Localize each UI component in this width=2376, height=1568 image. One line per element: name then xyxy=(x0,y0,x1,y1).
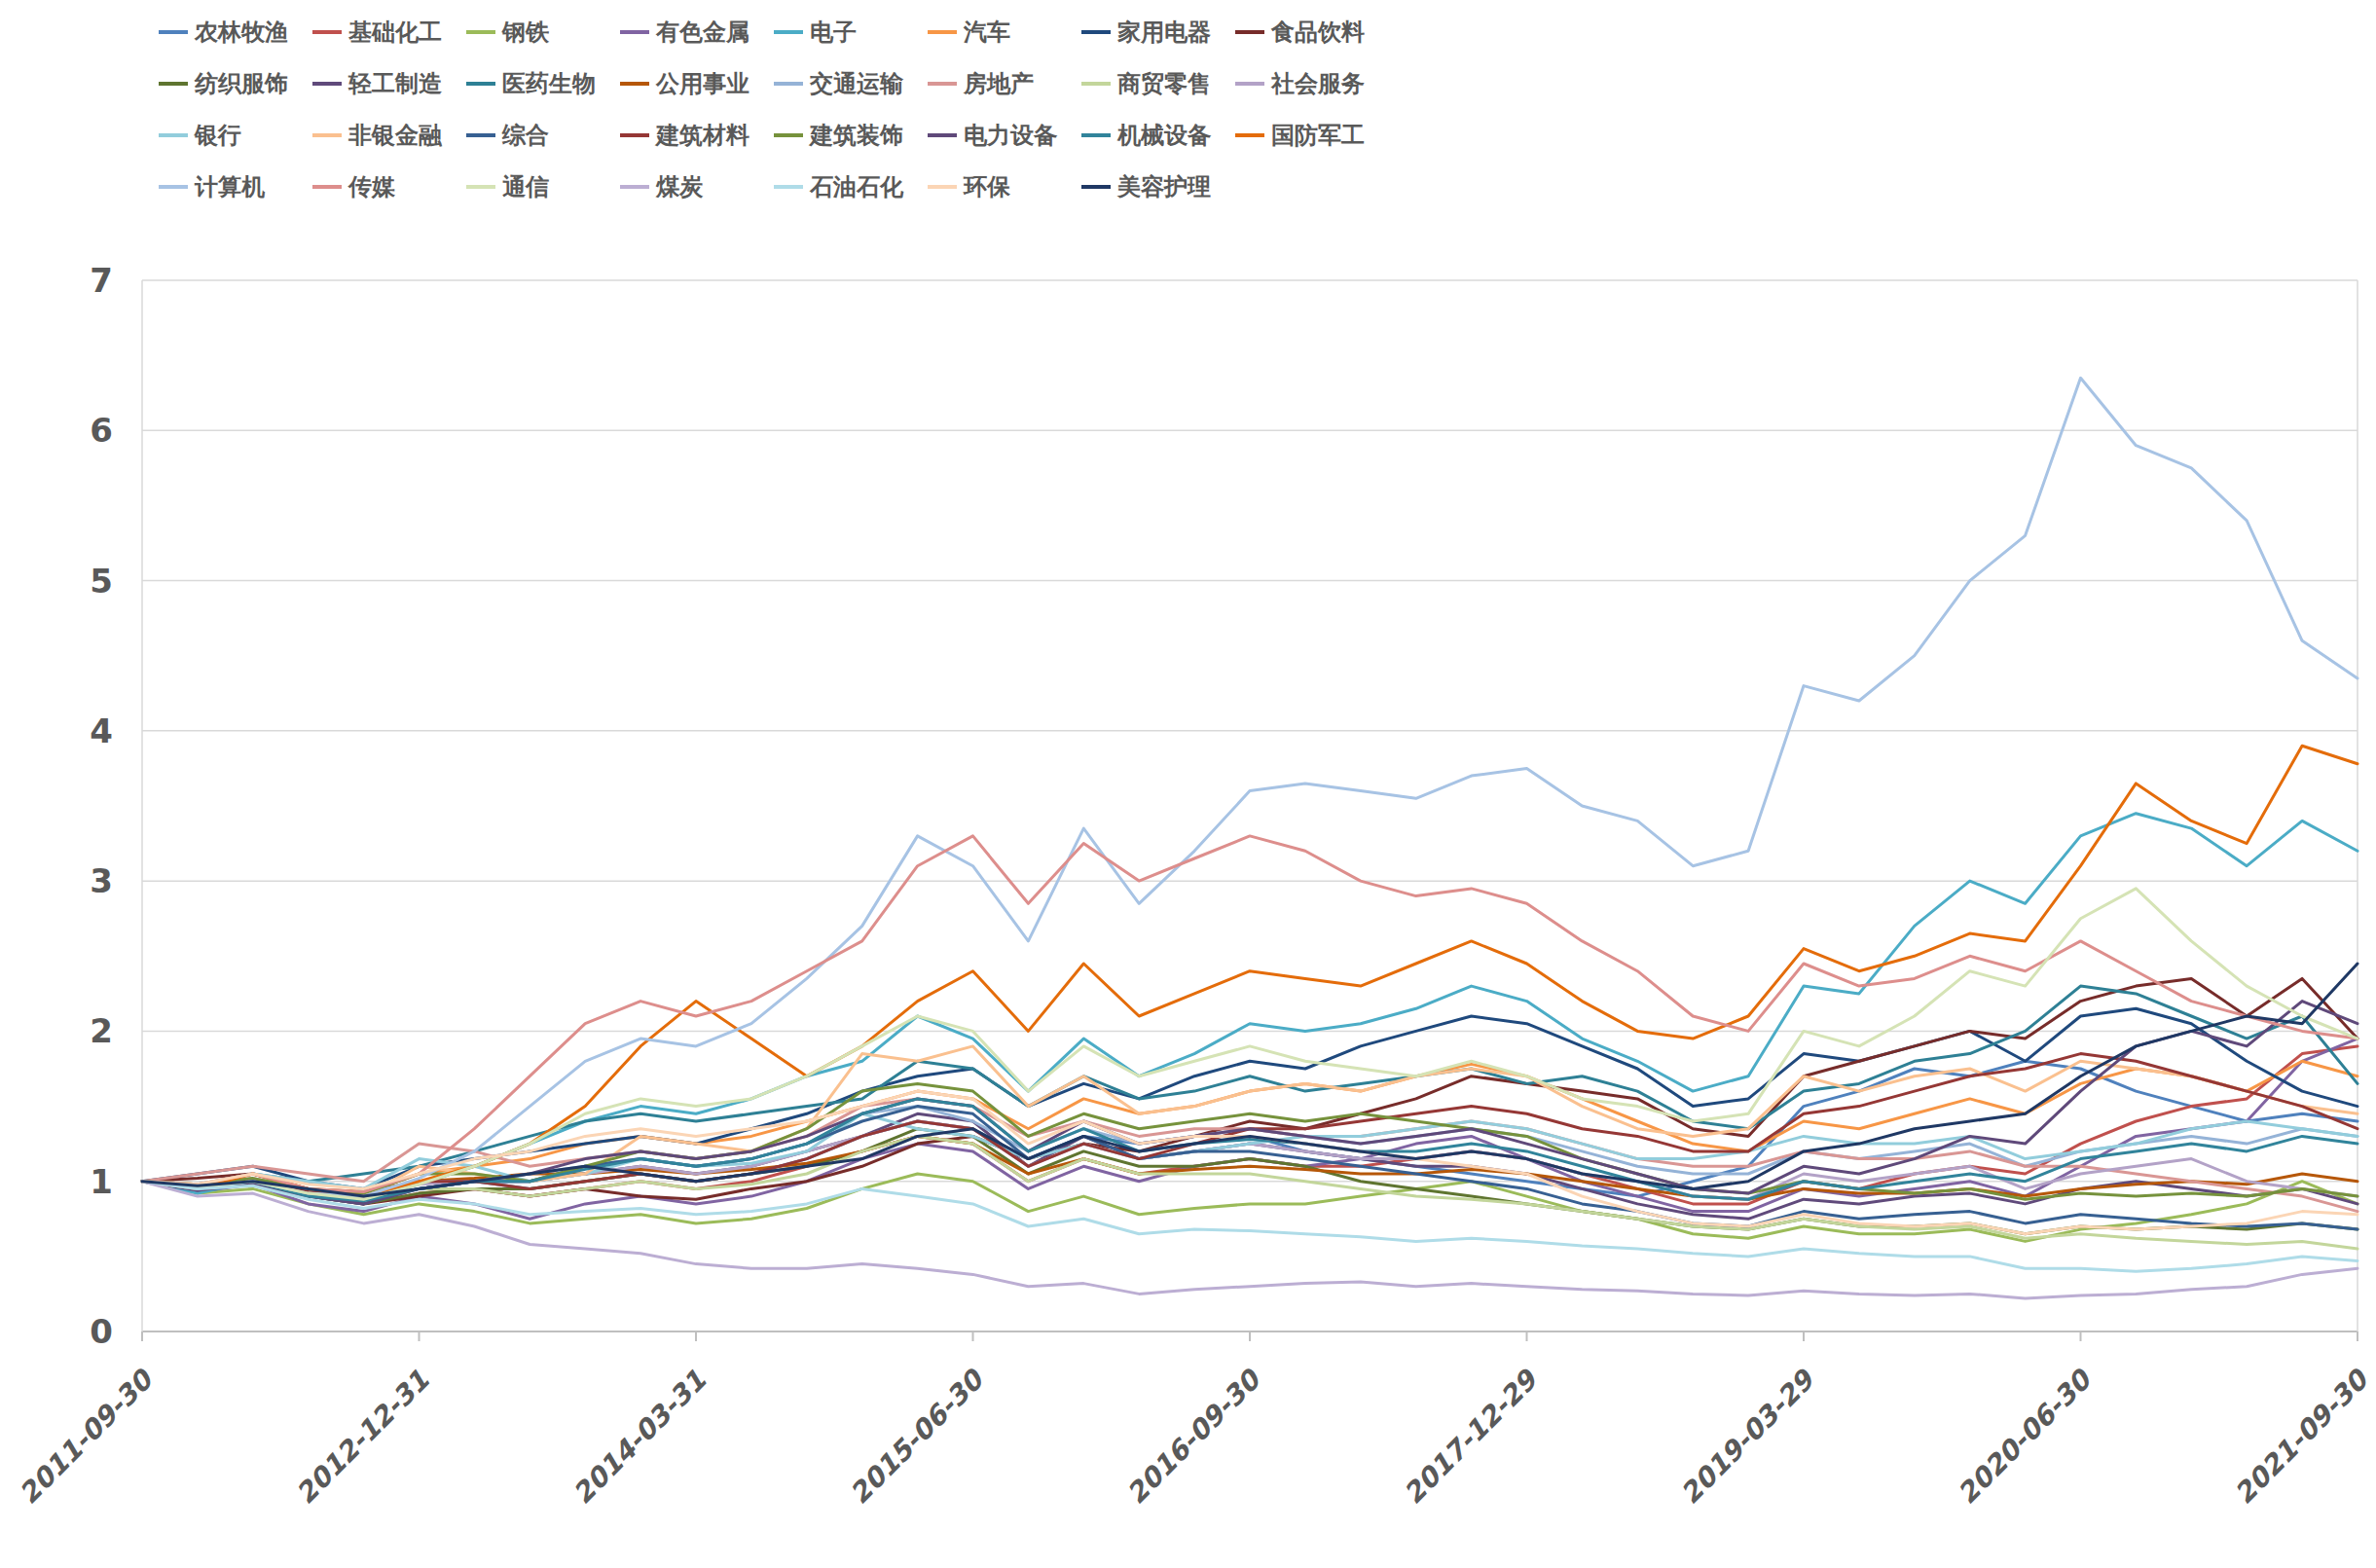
y-axis-label: 3 xyxy=(90,861,113,900)
series-line-30 xyxy=(142,964,2358,1196)
series-line-10 xyxy=(142,986,2358,1185)
y-axis-label: 0 xyxy=(90,1312,113,1351)
x-axis-label: 2021-09-30 xyxy=(2228,1363,2376,1511)
y-axis-label: 4 xyxy=(90,711,113,750)
x-axis-label: 2015-06-30 xyxy=(843,1363,991,1511)
x-axis-label: 2020-06-30 xyxy=(1951,1363,2099,1511)
series-line-24 xyxy=(142,378,2358,1196)
y-axis-label: 6 xyxy=(90,411,113,450)
series-line-13 xyxy=(142,1099,2358,1212)
chart-canvas: 农林牧渔基础化工钢铁有色金属电子汽车家用电器食品饮料纺织服饰轻工制造医药生物公用… xyxy=(0,0,2376,1568)
series-line-6 xyxy=(142,1008,2358,1188)
x-axis-label: 2014-03-31 xyxy=(567,1365,713,1511)
x-axis-label: 2011-09-30 xyxy=(13,1363,161,1511)
x-axis-label: 2012-12-31 xyxy=(289,1365,435,1511)
chart-plot-area: 0 1 2 3 4 5 6 7 2011-09-30 2012-12-31 2014-03-31 20… xyxy=(0,0,2376,1568)
x-axis-label: 2016-09-30 xyxy=(1120,1363,1268,1511)
y-axis-label: 7 xyxy=(90,261,113,300)
series-line-4 xyxy=(142,814,2358,1199)
y-axis-label: 2 xyxy=(90,1011,113,1050)
y-axis-label: 5 xyxy=(90,562,113,601)
x-axis-label: 2019-03-29 xyxy=(1674,1363,1822,1511)
y-axis-label: 1 xyxy=(90,1162,113,1201)
x-axis-label: 2017-12-29 xyxy=(1397,1363,1545,1511)
